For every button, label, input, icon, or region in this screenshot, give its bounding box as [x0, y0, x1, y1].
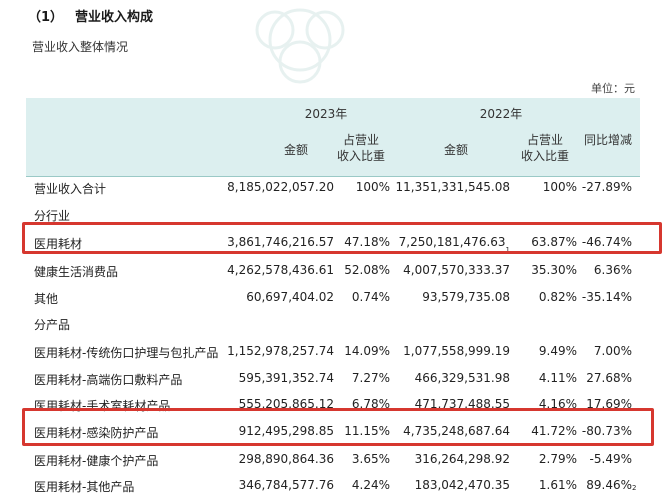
- header-share-line2: 收入比重: [336, 149, 385, 163]
- amount-2022: 1,077,558,999.19: [403, 344, 510, 358]
- table-row: 医用耗材-健康个护产品 298,890,864.36 3.65% 316,264…: [26, 446, 640, 471]
- share-2023: 7.27%: [351, 371, 390, 385]
- table-row: 医用耗材-传统伤口护理与包扎产品 1,152,978,257.74 14.09%…: [26, 338, 640, 363]
- amount-2023: 8,185,022,057.20: [227, 180, 334, 194]
- header-share-2022: 占营业 收入比重: [512, 132, 578, 164]
- footnote-marker: 2: [632, 484, 637, 492]
- highlight-box-infection-protection: [22, 408, 654, 446]
- header-share-2023: 占营业 收入比重: [328, 132, 394, 164]
- section-number: （1）: [28, 10, 64, 25]
- table-row: 医用耗材-高端伤口敷料产品 595,391,352.74 7.27% 466,3…: [26, 365, 640, 390]
- share-2022: 1.61%: [538, 478, 577, 492]
- table-row-total: 营业收入合计 8,185,022,057.20 100% 11,351,331,…: [26, 174, 640, 199]
- yoy-change: -46.74%: [581, 235, 632, 249]
- amount-2023: 298,890,864.36: [238, 452, 334, 466]
- row-name: 医用耗材-健康个护产品: [34, 454, 159, 468]
- header-yoy: 同比增减: [583, 133, 632, 147]
- group-label-product: 分产品: [34, 318, 71, 332]
- row-name: 医用耗材: [34, 237, 83, 251]
- header-divider: [26, 176, 640, 177]
- highlight-box-medical-consumables: [22, 222, 662, 254]
- header-amount-2023: 金额: [283, 143, 308, 157]
- yoy-change-cell: 89.46% 2: [586, 478, 636, 492]
- amount-2023: 346,784,577.76: [238, 478, 334, 492]
- yoy-change: 17.69%: [586, 397, 632, 411]
- yoy-change: 27.68%: [586, 371, 632, 385]
- amount-2023: 1,152,978,257.74: [227, 344, 334, 358]
- unit-label: 单位：元: [591, 82, 635, 95]
- row-name: 医用耗材-其他产品: [34, 480, 135, 494]
- table-row: 健康生活消费品 4,262,578,436.61 52.08% 4,007,57…: [26, 257, 640, 282]
- share-2023: 47.18%: [344, 235, 390, 249]
- share-2022: 41.72%: [531, 424, 577, 438]
- table-row: 其他 60,697,404.02 0.74% 93,579,735.08 0.8…: [26, 284, 640, 309]
- yoy-change: 6.36%: [593, 263, 632, 277]
- amount-2023: 60,697,404.02: [246, 290, 334, 304]
- amount-2022: 11,351,331,545.08: [395, 180, 510, 194]
- share-2022: 4.16%: [538, 397, 577, 411]
- group-label-industry: 分行业: [34, 209, 71, 223]
- share-2022: 100%: [542, 180, 577, 194]
- row-name: 健康生活消费品: [34, 265, 119, 279]
- amount-2023: 3,861,746,216.57: [227, 235, 334, 249]
- subtitle: 营业收入整体情况: [32, 40, 129, 54]
- yoy-change: -27.89%: [581, 180, 632, 194]
- share-2022: 2.79%: [538, 452, 577, 466]
- row-name: 医用耗材-传统伤口护理与包扎产品: [34, 346, 219, 360]
- amount-2022: 7,250,181,476.63: [398, 235, 506, 249]
- share-2022: 35.30%: [531, 263, 577, 277]
- share-2022: 63.87%: [531, 235, 577, 249]
- header-year-2023: 2023年: [304, 107, 348, 121]
- row-name: 其他: [34, 292, 59, 306]
- row-name: 营业收入合计: [34, 182, 107, 196]
- share-2023: 14.09%: [344, 344, 390, 358]
- header-share-line1: 占营业: [526, 133, 563, 147]
- header-share-line2: 收入比重: [520, 149, 569, 163]
- amount-2022: 316,264,298.92: [414, 452, 510, 466]
- share-2023: 11.15%: [344, 424, 390, 438]
- amount-2023: 4,262,578,436.61: [227, 263, 334, 277]
- row-name: 医用耗材-感染防护产品: [34, 426, 159, 440]
- share-2023: 52.08%: [344, 263, 390, 277]
- header-share-line1: 占营业: [342, 133, 379, 147]
- amount-2022: 183,042,470.35: [414, 478, 510, 492]
- amount-2022: 93,579,735.08: [422, 290, 510, 304]
- share-2022: 4.11%: [538, 371, 577, 385]
- table-row: 医用耗材 3,861,746,216.57 47.18% 7,250,181,4…: [26, 229, 640, 254]
- table-row: 医用耗材-感染防护产品 912,495,298.85 11.15% 4,735,…: [26, 418, 640, 443]
- table-header: 2023年 2022年 金额 占营业 收入比重 金额 占营业 收入比重 同比增减: [26, 98, 640, 176]
- amount-2023: 912,495,298.85: [238, 424, 334, 438]
- amount-2023: 555,205,865.12: [238, 397, 334, 411]
- amount-2023: 595,391,352.74: [238, 371, 334, 385]
- amount-2022: 471,737,488.55: [414, 397, 510, 411]
- watermark-logo-icon: [255, 8, 345, 84]
- amount-2022: 4,007,570,333.37: [403, 263, 510, 277]
- share-2022: 0.82%: [538, 290, 577, 304]
- yoy-change: -5.49%: [589, 452, 632, 466]
- share-2023: 6.78%: [351, 397, 390, 411]
- yoy-change: -80.73%: [581, 424, 632, 438]
- header-amount-2022: 金额: [443, 143, 468, 157]
- share-2023: 100%: [355, 180, 390, 194]
- share-2023: 0.74%: [351, 290, 390, 304]
- section-title: （1） 营业收入构成: [28, 6, 153, 25]
- amount-2022-cell: 7,250,181,476.631: [398, 235, 510, 254]
- yoy-change: 89.46%: [586, 478, 632, 492]
- row-name: 医用耗材-高端伤口敷料产品: [34, 373, 183, 387]
- share-2023: 4.24%: [351, 478, 390, 492]
- share-2023: 3.65%: [351, 452, 390, 466]
- yoy-change: -35.14%: [581, 290, 632, 304]
- footnote-marker: 1: [505, 246, 510, 254]
- amount-2022: 466,329,531.98: [414, 371, 510, 385]
- yoy-change: 7.00%: [593, 344, 632, 358]
- share-2022: 9.49%: [538, 344, 577, 358]
- section-heading: 营业收入构成: [75, 10, 154, 25]
- header-year-2022: 2022年: [479, 107, 523, 121]
- amount-2022: 4,735,248,687.64: [403, 424, 510, 438]
- table-row: 医用耗材-其他产品 346,784,577.76 4.24% 183,042,4…: [26, 472, 640, 497]
